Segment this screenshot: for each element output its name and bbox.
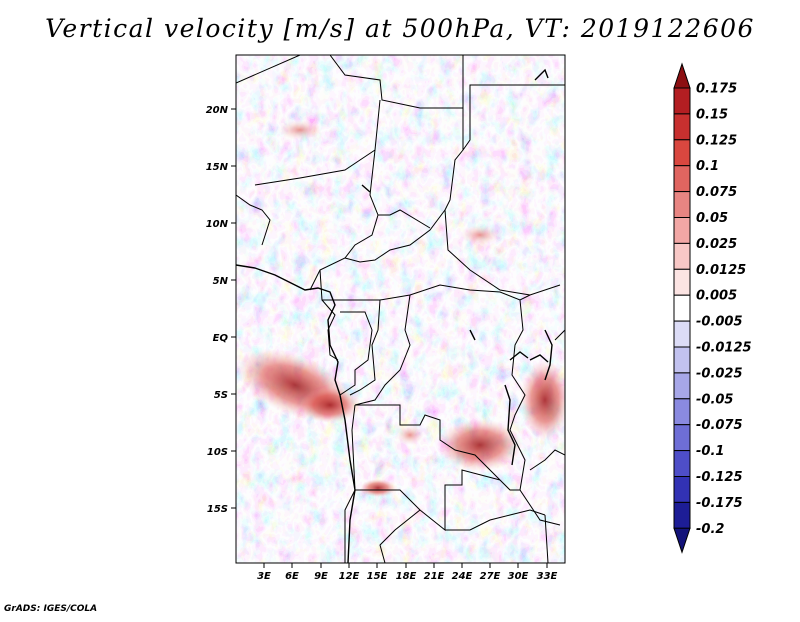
vertical-velocity-field	[236, 55, 565, 563]
colorbar-label: -0.2	[696, 522, 724, 537]
plot-title: Vertical velocity [m/s] at 500hPa, VT: 2…	[45, 14, 755, 43]
coastlines	[236, 68, 553, 563]
colorbar-box	[673, 87, 691, 115]
red-patch-katanga	[438, 419, 522, 471]
red-patch-coast-south	[300, 387, 360, 423]
colorbar-label: 0.0125	[696, 263, 746, 278]
latitude-labels: 20N 15N 10N 5N EQ 5S 10S 15S	[206, 105, 229, 515]
lat-label: 5S	[214, 390, 228, 401]
lat-label: 10N	[206, 219, 229, 230]
colorbar-label: -0.175	[696, 496, 743, 511]
lon-label: 30E	[508, 571, 529, 582]
colorbar-label: -0.05	[696, 392, 733, 407]
colorbar-bottom-arrow	[673, 527, 691, 554]
lon-label: 9E	[314, 571, 328, 582]
colorbar-box	[673, 165, 691, 193]
colorbar-label: 0.005	[696, 289, 737, 304]
grads-credit: GrADS: IGES/COLA	[4, 604, 98, 614]
colorbar: 0.175 0.15 0.125 0.1 0.075 0.05 0.025 0.0125 0.0…	[673, 62, 752, 554]
red-patch-lakes	[520, 360, 565, 440]
pink-patch-sahara	[278, 120, 322, 140]
colorbar-box	[673, 501, 691, 529]
lat-label: EQ	[213, 333, 229, 344]
pink-patch-sudan	[460, 225, 500, 245]
lon-label: 33E	[537, 571, 558, 582]
colorbar-box	[673, 476, 691, 503]
colorbar-box	[673, 294, 691, 322]
colorbar-box	[673, 113, 691, 141]
colorbar-label: 0.175	[696, 82, 737, 97]
lat-label: 15N	[206, 162, 229, 173]
colorbar-label: 0.1	[696, 159, 719, 174]
colorbar-label: -0.025	[696, 366, 743, 381]
colorbar-label: -0.125	[696, 470, 743, 485]
colorbar-box	[673, 450, 691, 478]
country-borders	[236, 55, 565, 563]
colorbar-box	[673, 398, 691, 426]
colorbar-label: 0.15	[696, 107, 728, 122]
colorbar-box	[673, 268, 691, 296]
colorbar-label: 0.025	[696, 237, 737, 252]
longitude-labels: 3E 6E 9E 12E 15E 18E 21E 24E 27E 30E 33E	[257, 571, 557, 582]
colorbar-label: -0.005	[696, 315, 743, 330]
lat-label: 20N	[206, 105, 229, 116]
colorbar-box	[673, 191, 691, 219]
lon-label: 3E	[257, 571, 271, 582]
lon-label: 6E	[285, 571, 299, 582]
lon-label: 21E	[424, 571, 445, 582]
map-frame	[235, 54, 566, 564]
colorbar-box	[673, 139, 691, 167]
axis-ticks	[231, 108, 548, 568]
red-patch-angola	[360, 479, 396, 497]
colorbar-box	[673, 346, 691, 374]
colorbar-box	[673, 424, 691, 452]
colorbar-label: 0.075	[696, 185, 737, 200]
lon-label: 12E	[339, 571, 360, 582]
lon-label: 24E	[452, 571, 473, 582]
lat-label: 5N	[213, 276, 229, 287]
colorbar-label: -0.1	[696, 444, 724, 459]
colorbar-box	[673, 242, 691, 270]
lon-label: 15E	[367, 571, 388, 582]
pink-patch-central	[396, 425, 424, 445]
lat-label: 15S	[207, 504, 228, 515]
colorbar-box	[673, 320, 691, 348]
colorbar-box	[673, 217, 691, 244]
colorbar-label: -0.0125	[696, 341, 752, 356]
lon-label: 27E	[480, 571, 501, 582]
colorbar-box	[673, 372, 691, 400]
colorbar-top-arrow	[673, 62, 691, 89]
colorbar-label: 0.125	[696, 133, 737, 148]
lat-label: 10S	[207, 447, 228, 458]
colorbar-label: 0.05	[696, 211, 728, 226]
lon-label: 18E	[396, 571, 417, 582]
colorbar-label: -0.075	[696, 418, 743, 433]
